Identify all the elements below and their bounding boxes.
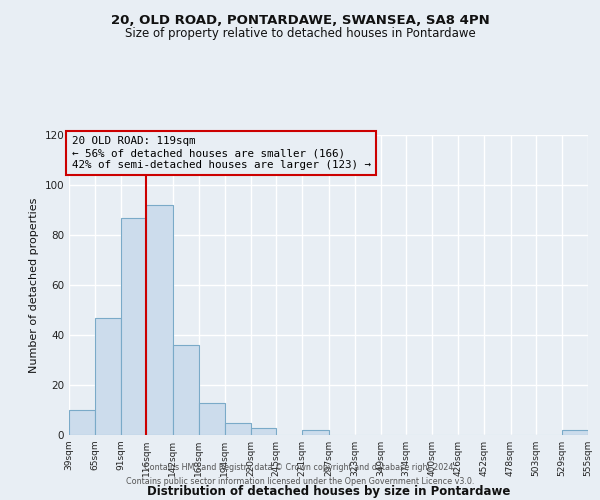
Bar xyxy=(95,318,121,435)
Bar xyxy=(146,205,173,435)
Bar xyxy=(173,345,199,435)
Text: Contains public sector information licensed under the Open Government Licence v3: Contains public sector information licen… xyxy=(126,477,474,486)
Text: Size of property relative to detached houses in Pontardawe: Size of property relative to detached ho… xyxy=(125,28,475,40)
Text: 20, OLD ROAD, PONTARDAWE, SWANSEA, SA8 4PN: 20, OLD ROAD, PONTARDAWE, SWANSEA, SA8 4… xyxy=(110,14,490,27)
Bar xyxy=(199,402,225,435)
Bar xyxy=(562,430,588,435)
Bar xyxy=(302,430,329,435)
X-axis label: Distribution of detached houses by size in Pontardawe: Distribution of detached houses by size … xyxy=(147,484,510,498)
Text: Contains HM Land Registry data © Crown copyright and database right 2024.: Contains HM Land Registry data © Crown c… xyxy=(144,464,456,472)
Bar xyxy=(121,218,146,435)
Y-axis label: Number of detached properties: Number of detached properties xyxy=(29,198,39,372)
Text: 20 OLD ROAD: 119sqm
← 56% of detached houses are smaller (166)
42% of semi-detac: 20 OLD ROAD: 119sqm ← 56% of detached ho… xyxy=(71,136,371,170)
Bar xyxy=(69,410,95,435)
Bar xyxy=(251,428,276,435)
Bar xyxy=(225,422,251,435)
